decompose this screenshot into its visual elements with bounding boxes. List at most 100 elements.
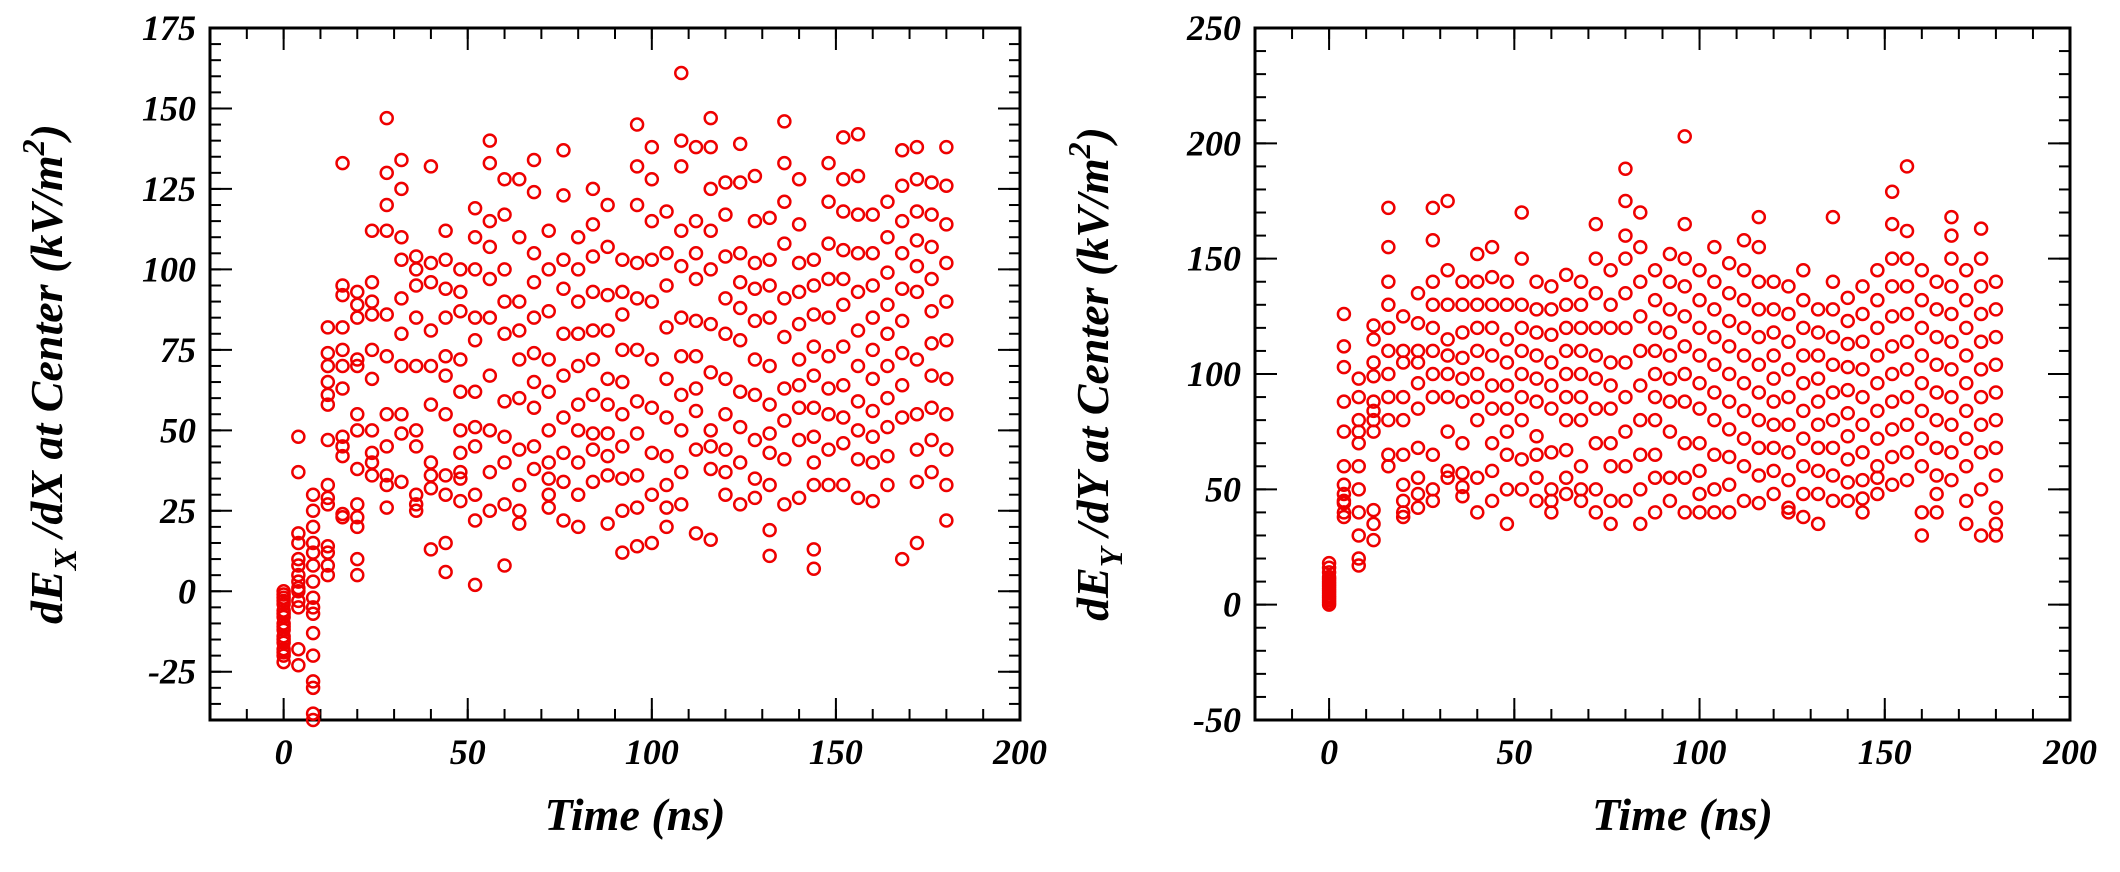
data-point [1484,297,1500,313]
data-point [1810,417,1826,432]
chart-panel-1: 0 50 100 150 200 -25 0 25 50 75 100 125 150 175 Time (… [15,8,1047,840]
data-point [1336,486,1352,502]
data-point [1321,576,1337,592]
data-point [1677,129,1692,144]
data-point [1973,482,1989,497]
data-point [836,172,851,187]
data-point [1796,509,1811,525]
data-point [791,284,807,300]
data-point [1366,403,1381,419]
data-point [1336,394,1352,409]
y-tick-label: 0 [1223,585,1241,625]
data-point [291,584,306,599]
data-point [1588,320,1604,336]
data-point [703,439,718,454]
data-point [865,246,880,261]
data-point [1588,505,1604,520]
data-point [526,461,542,477]
data-point [1618,424,1633,439]
y-axis-title-mid: /dY at Center (kV/m [1067,158,1118,547]
data-point [644,252,660,267]
data-point [1988,516,2004,532]
data-point [762,310,777,325]
data-point [939,406,954,422]
data-point [335,287,350,303]
data-point [1529,274,1544,289]
data-point [1751,239,1767,255]
data-point [600,448,615,464]
data-point [659,204,674,219]
data-point [1766,463,1781,479]
data-point [276,587,291,602]
data-point [1899,279,1915,294]
data-point [850,452,866,467]
data-point [350,284,365,300]
data-point [1959,516,1974,532]
data-point [320,397,336,412]
data-point [1395,493,1411,509]
data-point [1721,313,1737,329]
x-tick-label: 50 [1496,732,1532,772]
data-point [1425,389,1441,405]
data-point [1499,332,1515,347]
data-point [1707,412,1722,428]
data-point [1573,343,1589,359]
data-point [674,159,689,174]
data-point [791,172,807,187]
x-tick-label: 100 [1673,732,1727,772]
data-point [1558,442,1574,458]
data-point [674,133,689,148]
data-point [1366,532,1381,548]
data-point [1573,274,1589,289]
data-point [1810,463,1826,479]
data-point [1781,445,1796,460]
data-point [1944,334,1959,349]
data-point [1914,505,1930,520]
data-point [1366,355,1381,370]
data-point [1351,371,1366,386]
data-point [1336,424,1352,439]
data-point [909,233,925,248]
data-point [556,188,571,203]
data-point [1959,431,1974,446]
data-point [1884,339,1900,354]
data-point [1633,516,1648,532]
data-point [1558,267,1574,283]
data-point [821,442,836,457]
data-point [909,442,925,457]
data-point [939,513,954,528]
data-point [1662,371,1678,386]
data-point [1721,422,1737,437]
data-point [688,403,704,419]
data-point [1677,309,1692,324]
data-point [1721,394,1737,409]
data-point [1692,435,1707,451]
data-point [836,339,851,354]
data-point [1914,320,1930,336]
data-point [320,345,336,361]
data-point [1929,329,1944,345]
data-point [821,477,836,493]
data-point [541,262,556,277]
data-point [762,477,777,493]
data-point [1781,362,1796,377]
data-point [1573,297,1589,313]
data-point [364,342,380,358]
data-point [1973,221,1989,236]
data-point [1514,205,1529,220]
data-point [703,223,718,239]
data-point [806,400,822,416]
data-point [467,577,483,593]
data-point [1751,412,1767,428]
data-point [1410,486,1426,502]
data-point [1988,468,2004,483]
data-point [1796,375,1811,391]
data-point [615,545,630,560]
data-point [718,175,733,190]
data-point [1470,505,1485,520]
data-point [821,194,836,210]
data-point [1529,447,1544,462]
data-point [1647,366,1663,382]
data-point [1781,334,1796,349]
data-point [1499,355,1515,370]
